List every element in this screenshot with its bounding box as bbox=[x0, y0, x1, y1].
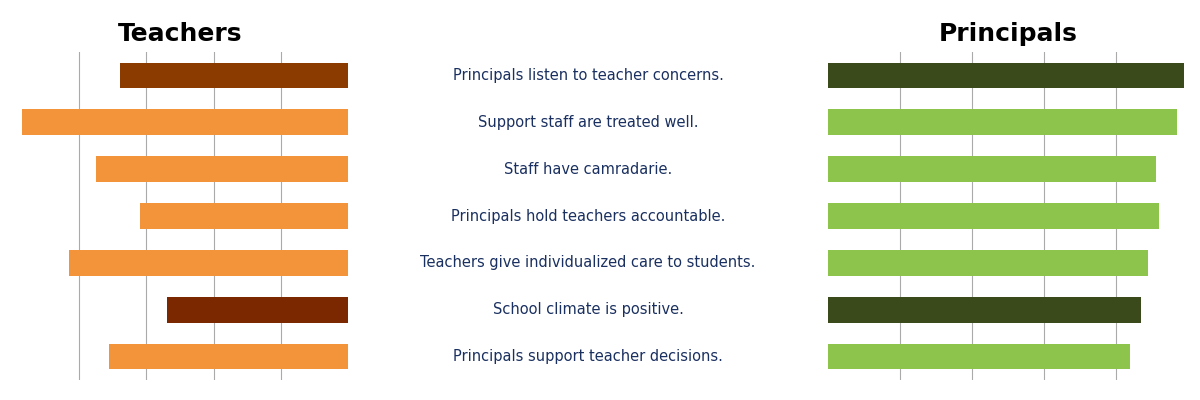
Bar bbox=[139, 203, 348, 229]
Title: Teachers: Teachers bbox=[118, 22, 242, 46]
Bar bbox=[828, 203, 1159, 229]
Bar bbox=[70, 250, 348, 276]
Bar bbox=[828, 297, 1141, 322]
Bar bbox=[828, 110, 1177, 135]
Text: Staff have camradarie.: Staff have camradarie. bbox=[504, 162, 672, 177]
Text: Principals hold teachers accountable.: Principals hold teachers accountable. bbox=[451, 208, 725, 224]
Bar bbox=[109, 344, 348, 370]
Bar bbox=[167, 297, 348, 322]
Text: Principals listen to teacher concerns.: Principals listen to teacher concerns. bbox=[452, 68, 724, 83]
Bar bbox=[22, 110, 348, 135]
Bar bbox=[120, 62, 348, 88]
Text: Support staff are treated well.: Support staff are treated well. bbox=[478, 115, 698, 130]
Bar bbox=[828, 62, 1184, 88]
Text: Teachers give individualized care to students.: Teachers give individualized care to stu… bbox=[420, 255, 756, 270]
Bar bbox=[828, 344, 1130, 370]
Title: Principals: Principals bbox=[938, 22, 1078, 46]
Bar bbox=[828, 156, 1156, 182]
Text: Principals support teacher decisions.: Principals support teacher decisions. bbox=[454, 349, 722, 364]
Bar bbox=[828, 250, 1148, 276]
Text: School climate is positive.: School climate is positive. bbox=[492, 302, 684, 317]
Bar bbox=[96, 156, 348, 182]
